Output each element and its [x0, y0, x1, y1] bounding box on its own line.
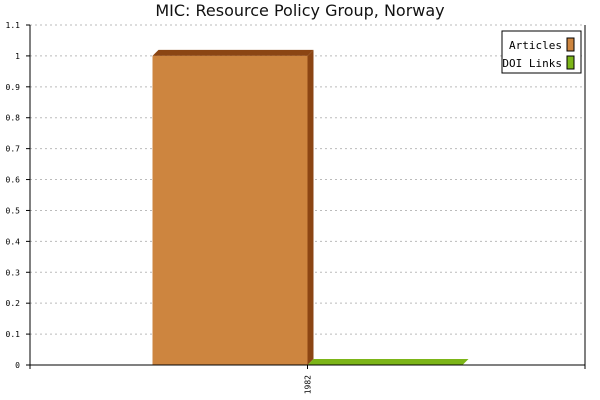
y-tick-label: 0.4 [6, 237, 21, 246]
y-tick-label: 0 [15, 361, 20, 370]
legend-label-doi-links: DOI Links [502, 57, 562, 70]
y-tick-label: 1 [15, 52, 20, 61]
legend-swatch-articles [566, 37, 575, 52]
chart-title: MIC: Resource Policy Group, Norway [155, 1, 444, 20]
y-tick-label: 0.6 [6, 176, 21, 185]
bar-side-articles [307, 49, 314, 366]
y-tick-label: 0.3 [6, 268, 21, 277]
legend: Articles DOI Links [501, 30, 582, 74]
x-tick-label: 1982 [304, 375, 313, 394]
bar-top-articles [152, 49, 314, 56]
y-tick-label: 0.7 [6, 145, 21, 154]
y-tick-label: 0.9 [6, 83, 21, 92]
y-tick-label: 0.5 [6, 206, 21, 215]
y-tick-label: 0.2 [6, 299, 21, 308]
y-tick-label: 1.1 [6, 21, 21, 30]
y-tick-label: 0.8 [6, 114, 21, 123]
bar-articles [152, 55, 308, 366]
y-tick-label: 0.1 [6, 330, 21, 339]
bar-doi-links [307, 359, 469, 365]
legend-label-articles: Articles [509, 39, 562, 52]
legend-swatch-doi-links [566, 55, 575, 70]
bars-layer [152, 49, 469, 366]
axes-layer: 0 0.1 0.2 0.3 0.4 0.5 0.6 0.7 0.8 0.9 1 1.1 1982 [6, 21, 586, 394]
